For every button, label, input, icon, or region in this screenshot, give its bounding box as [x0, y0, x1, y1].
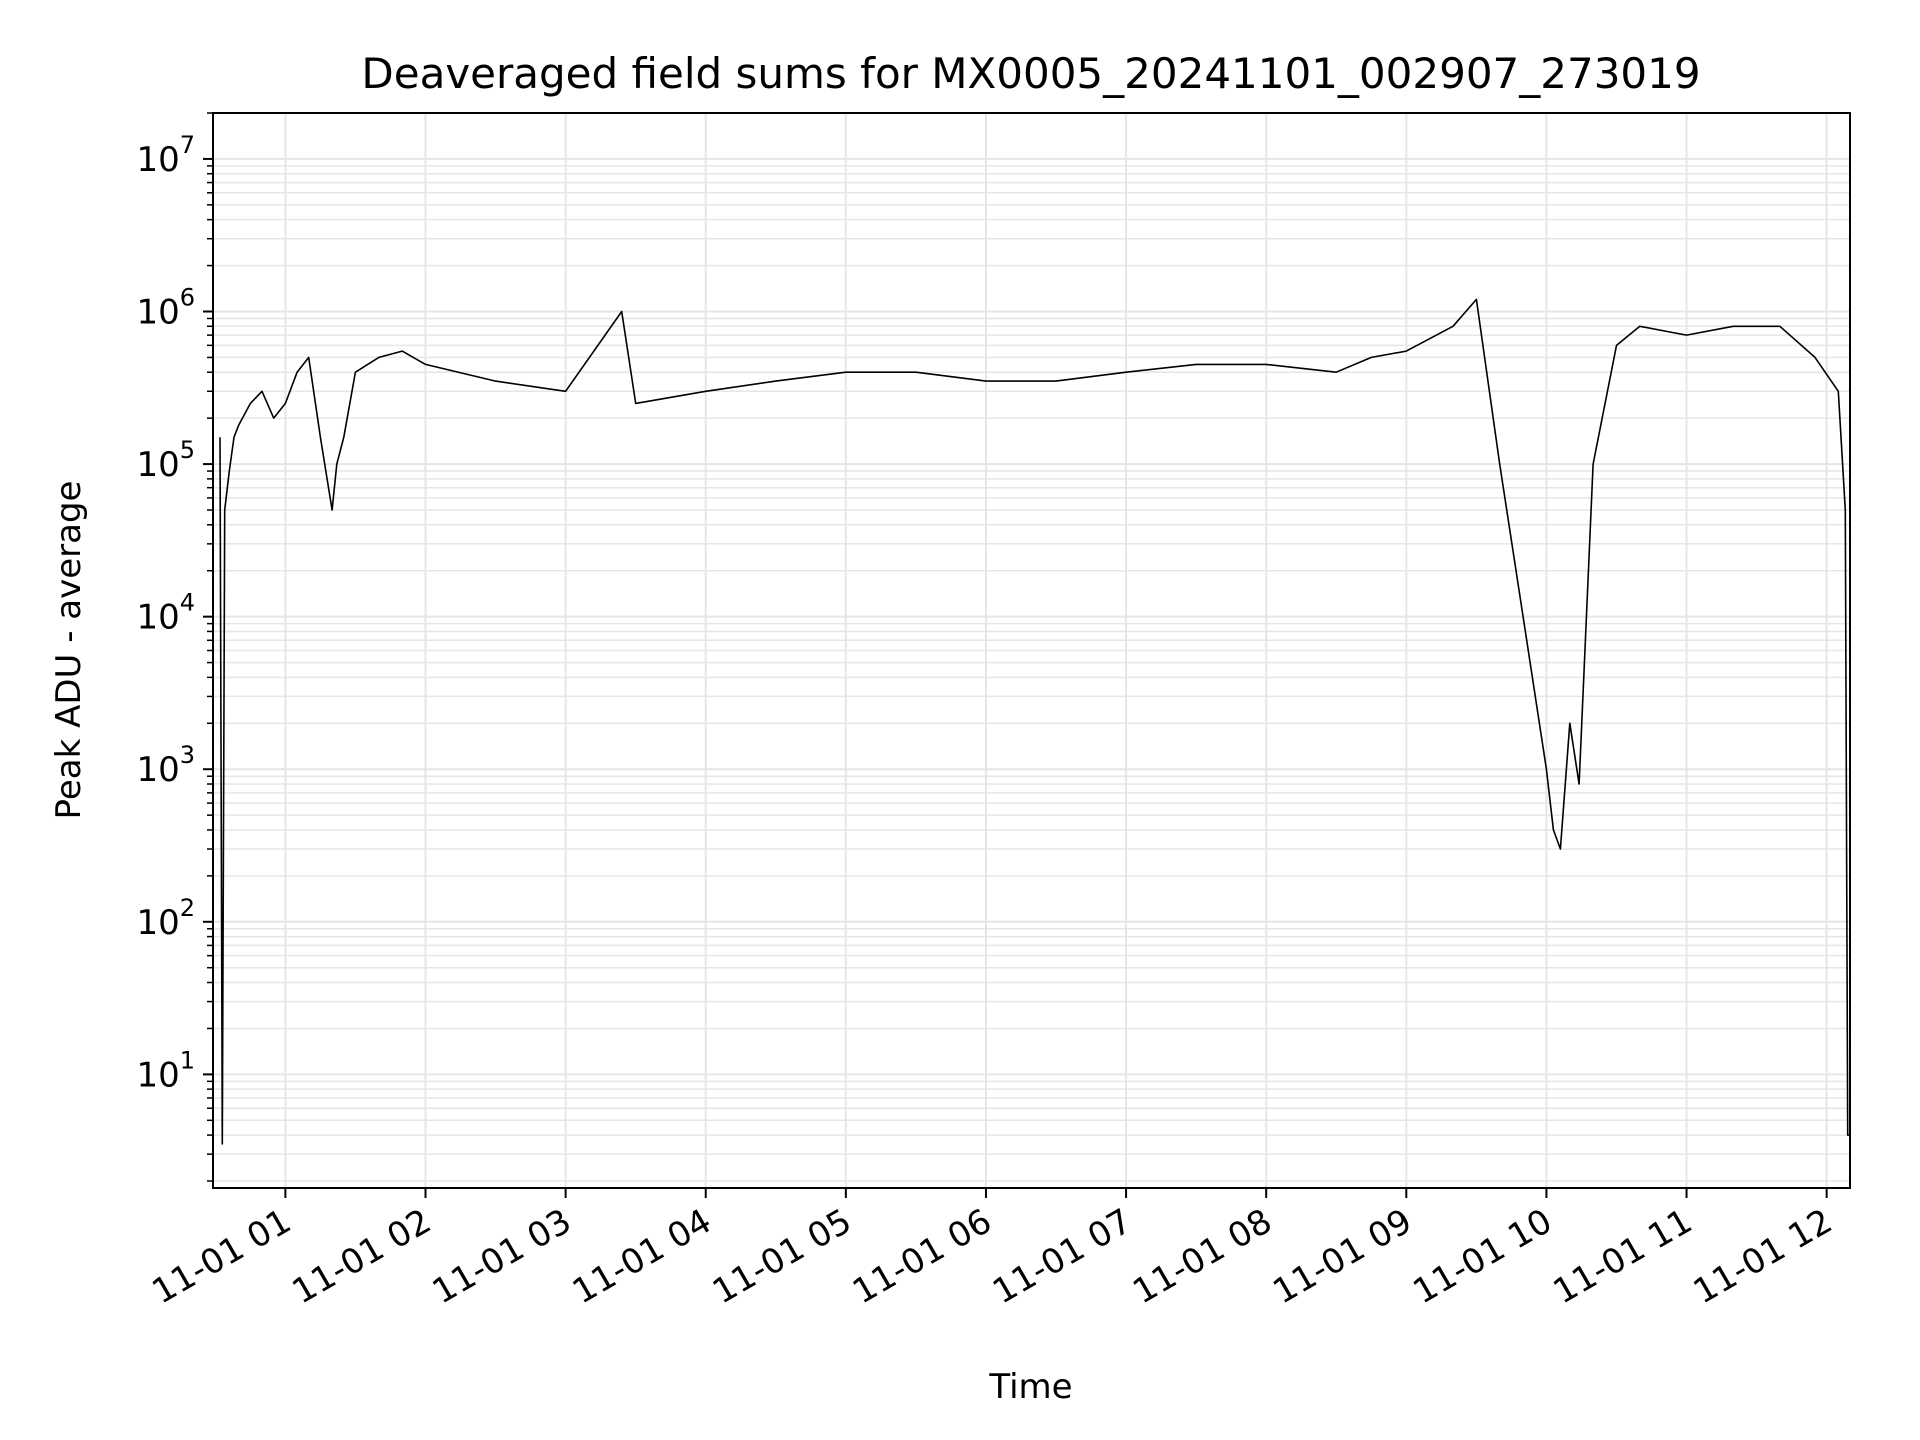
grid [213, 112, 1850, 1188]
x-tick-label: 11-01 07 [986, 1201, 1138, 1312]
y-tick-label: 106 [136, 284, 195, 333]
x-tick-label: 11-01 11 [1547, 1201, 1699, 1312]
y-tick-label: 103 [136, 741, 195, 790]
y-tick-label: 105 [136, 436, 195, 485]
x-tick-label: 11-01 05 [706, 1201, 858, 1312]
x-tick-label: 11-01 01 [145, 1201, 297, 1312]
data-line [219, 298, 1850, 1145]
y-tick-label: 107 [136, 131, 195, 180]
series-line [219, 298, 1850, 1145]
x-tick-label: 11-01 03 [426, 1201, 578, 1312]
x-tick-label: 11-01 09 [1266, 1201, 1418, 1312]
x-tick-label: 11-01 02 [286, 1201, 438, 1312]
x-axis-label: Time [988, 1367, 1072, 1407]
chart-title: Deaveraged field sums for MX0005_2024110… [361, 49, 1700, 98]
x-tick-label: 11-01 10 [1407, 1201, 1559, 1312]
x-tick-label: 11-01 04 [566, 1201, 718, 1312]
y-tick-label: 104 [136, 589, 195, 638]
y-tick-label: 102 [136, 894, 195, 943]
y-axis: 101 102 103 104 105 106 107 [136, 112, 213, 1182]
x-tick-label: 11-01 12 [1687, 1201, 1839, 1312]
x-tick-label: 11-01 06 [846, 1201, 998, 1312]
x-tick-label: 11-01 08 [1126, 1201, 1278, 1312]
y-tick-label: 101 [136, 1046, 195, 1095]
y-axis-label: Peak ADU - average [49, 481, 89, 820]
